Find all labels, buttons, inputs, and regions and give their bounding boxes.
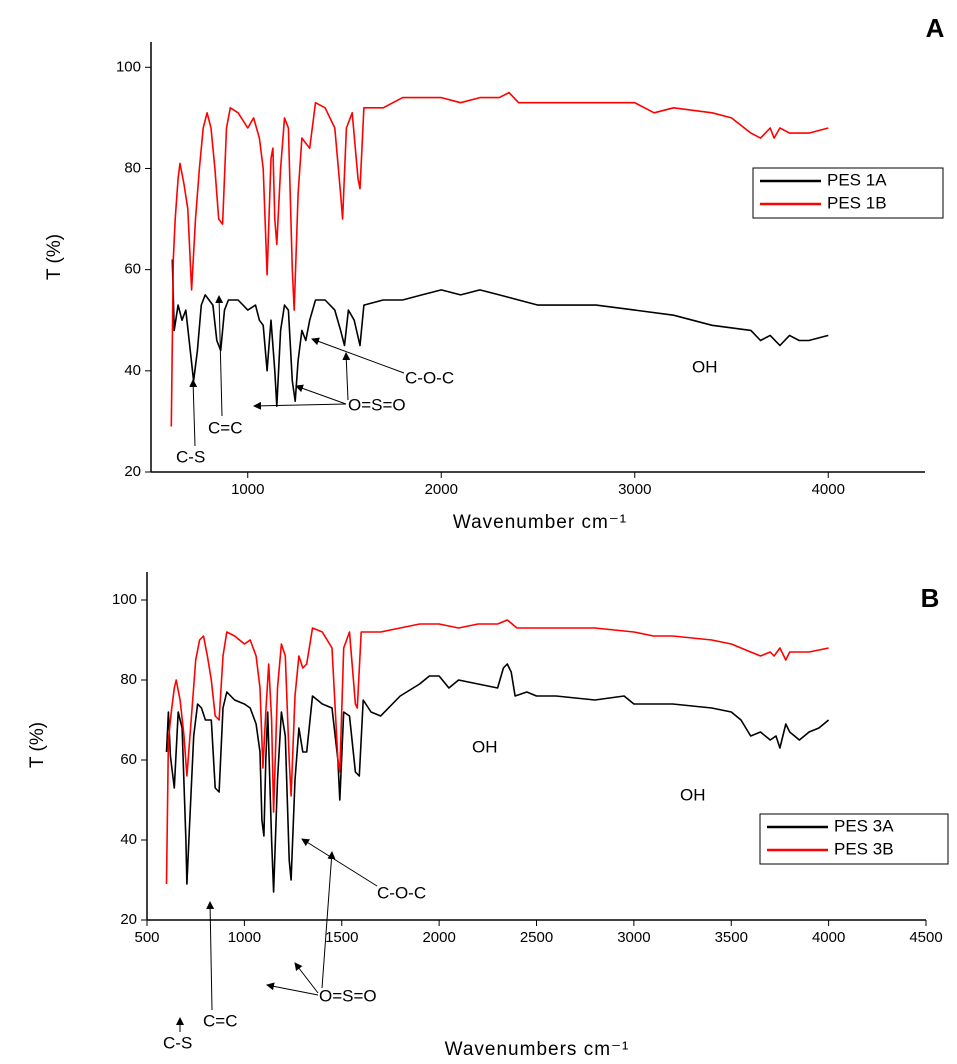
x-axis-title: Wavenumbers cm⁻¹ xyxy=(445,1039,630,1060)
x-tick-label: 2500 xyxy=(520,929,553,946)
y-tick-label: 60 xyxy=(120,751,137,768)
annotation: OH xyxy=(680,785,706,804)
x-axis-title: Wavenumber cm⁻¹ xyxy=(453,512,627,533)
annotation: C-O-C xyxy=(405,368,454,387)
y-tick-label: 80 xyxy=(120,671,137,688)
panel-label: B xyxy=(921,583,940,613)
y-axis-title: T (%) xyxy=(44,234,65,280)
spectrum-line xyxy=(170,91,829,427)
x-tick-label: 3000 xyxy=(618,481,651,498)
y-tick-label: 80 xyxy=(124,159,141,176)
legend-box xyxy=(759,813,949,865)
spectrum-line xyxy=(171,259,829,407)
annotation: C-O-C xyxy=(377,883,426,902)
annotation: O=S=O xyxy=(319,986,377,1005)
annotation: C-S xyxy=(176,447,205,466)
annotation: C=C xyxy=(208,418,242,437)
x-tick-label: 2000 xyxy=(425,481,458,498)
x-tick-label: 4000 xyxy=(812,929,845,946)
x-tick-label: 500 xyxy=(134,929,159,946)
annotation: C-S xyxy=(163,1033,192,1052)
legend-label: PES 3B xyxy=(834,839,894,858)
legend-label: PES 1A xyxy=(827,170,887,189)
x-tick-label: 4000 xyxy=(812,481,845,498)
y-tick-label: 40 xyxy=(124,362,141,379)
spectrum-line xyxy=(165,619,829,885)
x-tick-label: 2000 xyxy=(422,929,455,946)
x-tick-label: 1500 xyxy=(325,929,358,946)
y-tick-label: 20 xyxy=(120,911,137,928)
y-tick-label: 100 xyxy=(116,58,141,75)
annotation: C=C xyxy=(203,1011,237,1030)
y-tick-label: 60 xyxy=(124,261,141,278)
y-tick-label: 40 xyxy=(120,831,137,848)
annotation: O=S=O xyxy=(348,395,406,414)
y-tick-label: 100 xyxy=(112,591,137,608)
legend-label: PES 1B xyxy=(827,193,887,212)
panel-label: A xyxy=(926,13,945,43)
legend-box xyxy=(752,167,944,219)
x-tick-label: 3500 xyxy=(715,929,748,946)
annotation: OH xyxy=(692,357,718,376)
x-tick-label: 1000 xyxy=(231,481,264,498)
x-tick-label: 3000 xyxy=(617,929,650,946)
x-tick-label: 4500 xyxy=(909,929,942,946)
y-tick-label: 20 xyxy=(124,463,141,480)
annotation: OH xyxy=(472,737,498,756)
x-tick-label: 1000 xyxy=(228,929,261,946)
arrows xyxy=(189,295,405,447)
y-axis-title: T (%) xyxy=(27,722,48,768)
legend-label: PES 3A xyxy=(834,816,894,835)
spectrum-line xyxy=(165,663,830,893)
